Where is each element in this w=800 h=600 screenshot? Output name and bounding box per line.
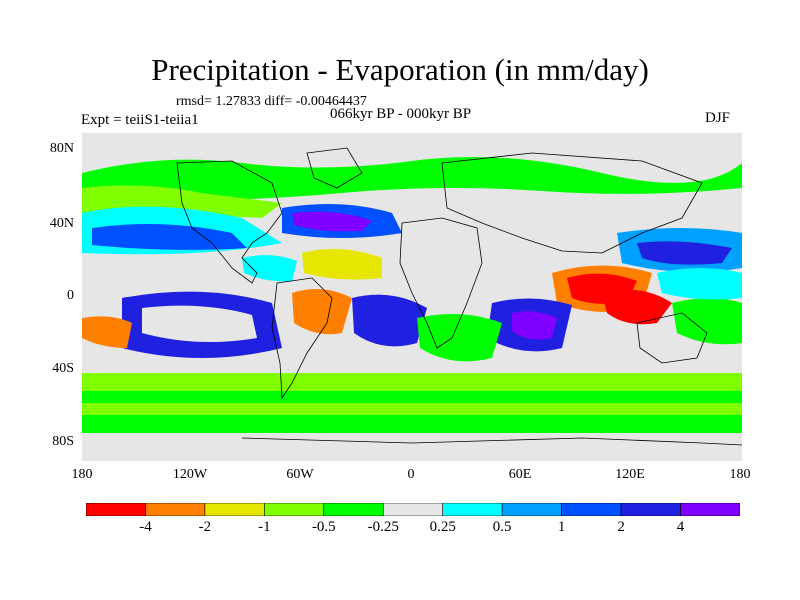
colorbar-label-3: -0.5 bbox=[311, 519, 336, 535]
colorbar-swatch-2 bbox=[204, 503, 265, 516]
colorbar-swatch-6 bbox=[442, 503, 503, 516]
lat-label-40n: 40N bbox=[49, 216, 74, 231]
lat-label-80s: 80S bbox=[52, 434, 74, 449]
colorbar-label-5: 0.25 bbox=[429, 519, 456, 535]
colorbar bbox=[86, 503, 740, 516]
colorbar-swatch-7 bbox=[501, 503, 562, 516]
colorbar-swatch-3 bbox=[264, 503, 325, 516]
lat-label-0: 0 bbox=[67, 288, 74, 303]
colorbar-label-1: -2 bbox=[198, 519, 212, 535]
lon-label-120e: 120E bbox=[615, 467, 645, 482]
colorbar-label-8: 2 bbox=[617, 519, 625, 535]
colorbar-swatch-1 bbox=[145, 503, 206, 516]
lon-label-0: 0 bbox=[407, 467, 415, 482]
coastlines bbox=[176, 147, 742, 446]
lon-label-180e: 180 bbox=[729, 467, 751, 482]
colorbar-label-6: 0.5 bbox=[492, 519, 512, 535]
colorbar-label-7: 1 bbox=[557, 519, 566, 535]
field-shading bbox=[82, 157, 742, 433]
map-title: Precipitation - Evaporation (in mm/day) bbox=[151, 52, 649, 87]
colorbar-swatch-5 bbox=[382, 503, 444, 516]
period-label: 066kyr BP - 000kyr BP bbox=[330, 106, 472, 122]
lon-label-180w: 180 bbox=[71, 467, 93, 482]
stats-line: rmsd= 1.27833 diff= -0.00464437 bbox=[176, 94, 367, 109]
season-label: DJF bbox=[705, 110, 731, 126]
colorbar-swatch-0 bbox=[86, 503, 146, 516]
lat-label-40s: 40S bbox=[52, 361, 74, 376]
lon-label-120w: 120W bbox=[172, 467, 208, 482]
colorbar-swatch-4 bbox=[323, 503, 384, 516]
colorbar-label-9: 4 bbox=[676, 519, 685, 535]
colorbar-swatch-9 bbox=[620, 503, 681, 516]
colorbar-label-2: -1 bbox=[258, 519, 271, 535]
colorbar-label-4: -0.25 bbox=[367, 519, 399, 535]
experiment-label: Expt = teiiS1-teiia1 bbox=[81, 112, 199, 128]
colorbar-swatch-10 bbox=[680, 503, 740, 516]
colorbar-label-0: -4 bbox=[139, 519, 152, 535]
colorbar-swatch-8 bbox=[561, 503, 622, 516]
lon-label-60w: 60W bbox=[286, 467, 314, 482]
lat-label-80n: 80N bbox=[49, 141, 74, 156]
lon-label-60e: 60E bbox=[508, 467, 532, 482]
map-panel bbox=[82, 133, 742, 461]
